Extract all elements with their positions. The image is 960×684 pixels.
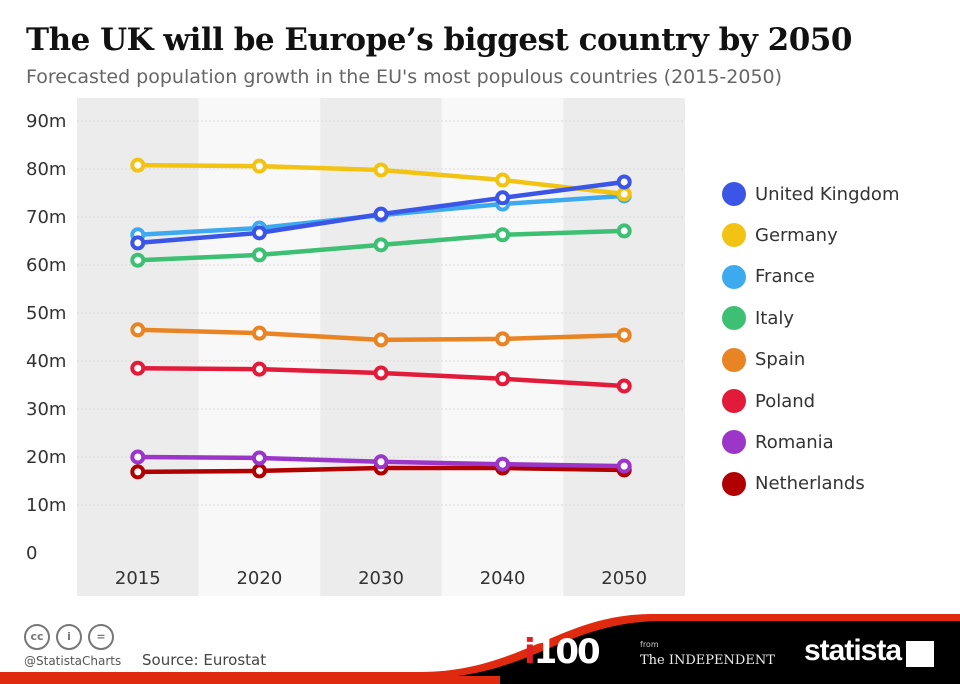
data-point <box>373 365 389 381</box>
data-point <box>251 247 267 263</box>
data-point <box>251 463 267 479</box>
data-point <box>130 252 146 268</box>
data-point <box>251 325 267 341</box>
x-tick-label: 2020 <box>236 568 282 589</box>
statista-logo: statista <box>804 634 902 667</box>
data-point <box>495 227 511 243</box>
legend-label: Italy <box>755 307 795 329</box>
legend-swatch <box>722 223 746 248</box>
data-point <box>495 456 511 472</box>
data-point <box>616 327 632 343</box>
twitter-handle: @StatistaCharts <box>24 654 122 668</box>
series-romania <box>130 449 632 474</box>
from-label: from <box>640 640 659 649</box>
source-note: Source: Eurostat <box>142 651 267 669</box>
series-united-kingdom <box>130 174 632 251</box>
data-point <box>130 449 146 465</box>
legend-item: Poland <box>722 388 815 414</box>
legend-label: Romania <box>755 431 834 453</box>
data-point <box>495 371 511 387</box>
data-point <box>616 223 632 239</box>
y-tick-label: 90m <box>26 111 66 132</box>
legend-swatch <box>722 264 746 289</box>
legend-label: Spain <box>755 349 806 371</box>
data-point <box>130 235 146 251</box>
data-point <box>616 378 632 394</box>
legend-item: Netherlands <box>722 471 865 497</box>
y-tick-label: 20m <box>26 447 66 468</box>
legend-swatch <box>722 306 746 331</box>
y-tick-label: 0 <box>26 543 37 564</box>
data-point <box>495 190 511 206</box>
y-tick-label: 80m <box>26 159 66 180</box>
statista-mark-icon <box>906 641 934 667</box>
data-point <box>616 458 632 474</box>
x-tick-label: 2040 <box>480 568 526 589</box>
data-point <box>251 158 267 174</box>
legend-swatch <box>722 182 746 206</box>
data-point <box>373 454 389 470</box>
creative-commons-icon: cc <box>24 624 50 650</box>
data-point <box>130 360 146 376</box>
data-point <box>130 322 146 338</box>
no-derivatives-icon: = <box>88 624 114 650</box>
legend-swatch <box>722 347 746 372</box>
chart-title: The UK will be Europe’s biggest country … <box>26 22 852 58</box>
y-tick-label: 60m <box>26 255 66 276</box>
legend-swatch <box>722 471 746 496</box>
legend-swatch <box>722 430 746 455</box>
x-tick-label: 2030 <box>358 568 404 589</box>
series-italy <box>130 223 632 268</box>
legend-item: France <box>722 264 815 290</box>
data-point <box>495 331 511 347</box>
legend-label: Poland <box>755 390 816 412</box>
series-poland <box>130 360 632 394</box>
data-point <box>373 162 389 178</box>
legend-label: Netherlands <box>755 473 865 495</box>
data-point <box>616 186 632 202</box>
y-tick-label: 70m <box>26 207 66 228</box>
legend-label: United Kingdom <box>755 183 900 205</box>
x-tick-label: 2050 <box>601 568 647 589</box>
footer-background <box>0 614 960 684</box>
data-point <box>373 332 389 348</box>
series-spain <box>130 322 632 348</box>
legend-item: Germany <box>722 222 838 248</box>
y-tick-label: 40m <box>26 351 66 372</box>
band-2050 <box>563 98 685 596</box>
chart-subtitle: Forecasted population growth in the EU's… <box>26 66 783 88</box>
legend-label: Germany <box>755 224 838 246</box>
attribution-icon: i <box>56 624 82 650</box>
band-2020 <box>198 98 321 596</box>
data-point <box>373 206 389 222</box>
data-point <box>251 361 267 377</box>
data-point <box>616 174 632 190</box>
y-tick-label: 30m <box>26 399 66 420</box>
legend-item: United Kingdom <box>722 181 899 207</box>
y-tick-label: 50m <box>26 303 66 324</box>
data-point <box>130 464 146 480</box>
band-2015 <box>77 98 199 596</box>
legend-item: Spain <box>722 347 805 373</box>
data-point <box>130 157 146 173</box>
x-tick-label: 2015 <box>115 568 161 589</box>
data-point <box>251 450 267 466</box>
data-point <box>251 225 267 241</box>
legend-swatch <box>722 389 746 413</box>
legend-item: Romania <box>722 429 834 455</box>
i100-logo: i100 <box>524 632 601 672</box>
legend-label: France <box>755 266 815 288</box>
y-tick-label: 10m <box>26 495 66 516</box>
series-germany <box>130 157 632 202</box>
data-point <box>373 237 389 253</box>
legend-item: Italy <box>722 305 794 331</box>
license-icons: cc i = <box>24 624 120 650</box>
data-point <box>495 172 511 188</box>
independent-logo: The INDEPENDENT <box>640 653 775 668</box>
